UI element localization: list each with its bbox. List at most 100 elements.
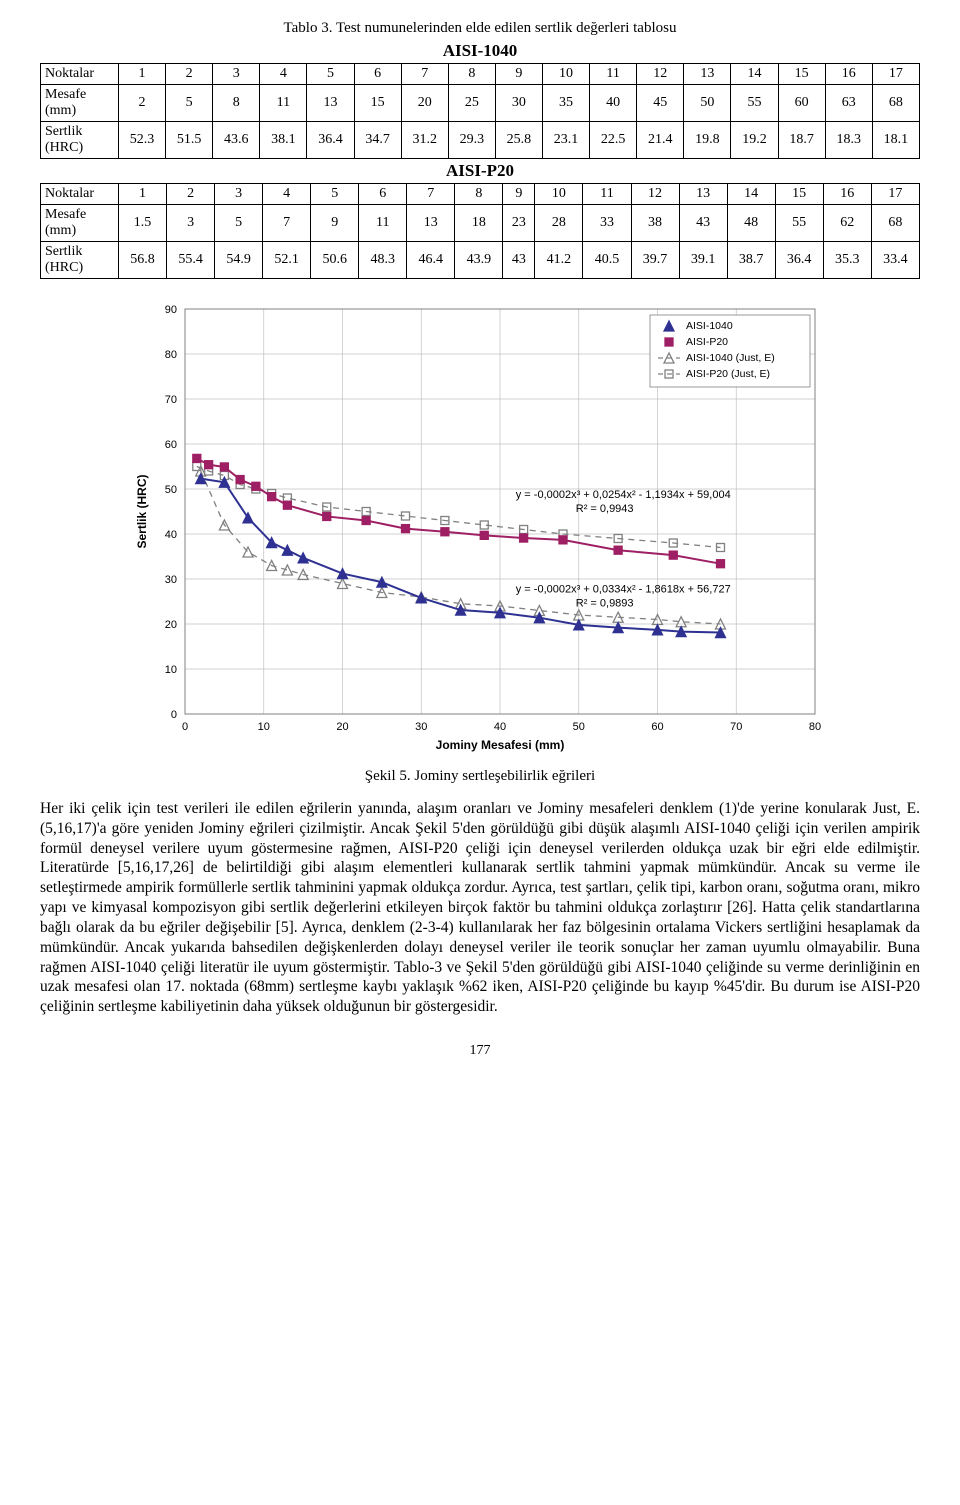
table-cell: 25 <box>448 85 495 122</box>
table-cell: 11 <box>590 64 637 85</box>
section1-title: AISI-1040 <box>40 41 920 61</box>
table-cell: 11 <box>359 205 407 242</box>
rowhead-mesafe: Mesafe (mm) <box>41 85 119 122</box>
table-cell: 7 <box>407 184 455 205</box>
table-cell: 9 <box>311 205 359 242</box>
table-cell: 33.4 <box>871 242 919 279</box>
table-cell: 13 <box>679 184 727 205</box>
table-cell: 2 <box>119 85 166 122</box>
table-cell: 23 <box>503 205 535 242</box>
table-cell: 15 <box>354 85 401 122</box>
svg-text:30: 30 <box>165 574 177 586</box>
table-cell: 6 <box>359 184 407 205</box>
table-cell: 56.8 <box>119 242 167 279</box>
rowhead-mesafe: Mesafe (mm) <box>41 205 119 242</box>
svg-text:y = -0,0002x³ + 0,0334x² - 1,8: y = -0,0002x³ + 0,0334x² - 1,8618x + 56,… <box>516 584 731 596</box>
svg-text:60: 60 <box>165 439 177 451</box>
rowhead-sertlik: Sertlik (HRC) <box>41 122 119 159</box>
table-row: Mesafe (mm) 1.53579111318232833384348556… <box>41 205 920 242</box>
table-cell: 4 <box>260 64 307 85</box>
table-cell: 16 <box>823 184 871 205</box>
table-cell: 2 <box>166 64 213 85</box>
table-cell: 23.1 <box>542 122 589 159</box>
table-cell: 30 <box>495 85 542 122</box>
table-cell: 29.3 <box>448 122 495 159</box>
table-cell: 3 <box>215 184 263 205</box>
table-cell: 33 <box>583 205 631 242</box>
table-cell: 38.7 <box>727 242 775 279</box>
table-cell: 1 <box>119 184 167 205</box>
table-row: Mesafe (mm) 2581113152025303540455055606… <box>41 85 920 122</box>
table-cell: 48.3 <box>359 242 407 279</box>
svg-text:AISI-1040 (Just, E): AISI-1040 (Just, E) <box>686 352 775 364</box>
svg-text:Jominy Mesafesi (mm): Jominy Mesafesi (mm) <box>436 738 565 752</box>
table-cell: 5 <box>166 85 213 122</box>
svg-text:50: 50 <box>165 484 177 496</box>
table-cell: 3 <box>167 205 215 242</box>
table-cell: 7 <box>263 205 311 242</box>
table-cell: 15 <box>775 184 823 205</box>
svg-text:30: 30 <box>415 721 427 733</box>
table-cell: 1.5 <box>119 205 167 242</box>
table-cell: 50.6 <box>311 242 359 279</box>
data-table-p20: Noktalar 1234567891011121314151617 Mesaf… <box>40 183 920 279</box>
body-paragraph: Her iki çelik için test verileri ile edi… <box>40 799 920 1017</box>
table-cell: 17 <box>871 184 919 205</box>
table-cell: 13 <box>684 64 731 85</box>
svg-text:0: 0 <box>171 709 177 721</box>
table-cell: 62 <box>823 205 871 242</box>
table-cell: 3 <box>213 64 260 85</box>
table-cell: 10 <box>542 64 589 85</box>
table-cell: 8 <box>213 85 260 122</box>
svg-text:AISI-1040: AISI-1040 <box>686 320 733 332</box>
table-cell: 52.1 <box>263 242 311 279</box>
table-cell: 55 <box>731 85 778 122</box>
svg-text:60: 60 <box>651 721 663 733</box>
table-row: Sertlik (HRC) 52.351.543.638.136.434.731… <box>41 122 920 159</box>
table-cell: 34.7 <box>354 122 401 159</box>
table-cell: 43.9 <box>455 242 503 279</box>
table-cell: 28 <box>535 205 583 242</box>
table-cell: 16 <box>825 64 872 85</box>
table-cell: 1 <box>119 64 166 85</box>
table-row: Noktalar 1234567891011121314151617 <box>41 64 920 85</box>
table-row: Sertlik (HRC) 56.855.454.952.150.648.346… <box>41 242 920 279</box>
svg-text:AISI-P20 (Just, E): AISI-P20 (Just, E) <box>686 368 770 380</box>
svg-text:50: 50 <box>573 721 585 733</box>
svg-text:10: 10 <box>258 721 270 733</box>
table-cell: 43.6 <box>213 122 260 159</box>
svg-text:y = -0,0002x³ + 0,0254x² - 1,1: y = -0,0002x³ + 0,0254x² - 1,1934x + 59,… <box>516 489 731 501</box>
svg-text:70: 70 <box>730 721 742 733</box>
table-cell: 35 <box>542 85 589 122</box>
data-table-1040: Noktalar 1234567891011121314151617 Mesaf… <box>40 63 920 159</box>
table-cell: 15 <box>778 64 825 85</box>
table-cell: 5 <box>311 184 359 205</box>
table-cell: 41.2 <box>535 242 583 279</box>
table-cell: 22.5 <box>590 122 637 159</box>
svg-text:80: 80 <box>809 721 821 733</box>
svg-text:20: 20 <box>336 721 348 733</box>
table-cell: 9 <box>495 64 542 85</box>
table-cell: 7 <box>401 64 448 85</box>
table-cell: 5 <box>307 64 354 85</box>
table-cell: 39.7 <box>631 242 679 279</box>
table-cell: 6 <box>354 64 401 85</box>
table-cell: 13 <box>307 85 354 122</box>
table-cell: 14 <box>731 64 778 85</box>
table-cell: 11 <box>260 85 307 122</box>
table-row: Noktalar 1234567891011121314151617 <box>41 184 920 205</box>
table-cell: 18.1 <box>872 122 919 159</box>
table-cell: 40.5 <box>583 242 631 279</box>
table-cell: 54.9 <box>215 242 263 279</box>
svg-text:Sertlik (HRC): Sertlik (HRC) <box>135 474 149 548</box>
rowhead-noktalar: Noktalar <box>41 184 119 205</box>
svg-text:40: 40 <box>165 529 177 541</box>
page-number: 177 <box>40 1043 920 1059</box>
svg-text:80: 80 <box>165 349 177 361</box>
table-cell: 35.3 <box>823 242 871 279</box>
table-cell: 18.7 <box>778 122 825 159</box>
svg-text:90: 90 <box>165 304 177 316</box>
table-cell: 18 <box>455 205 503 242</box>
table-cell: 51.5 <box>166 122 213 159</box>
table-cell: 38.1 <box>260 122 307 159</box>
